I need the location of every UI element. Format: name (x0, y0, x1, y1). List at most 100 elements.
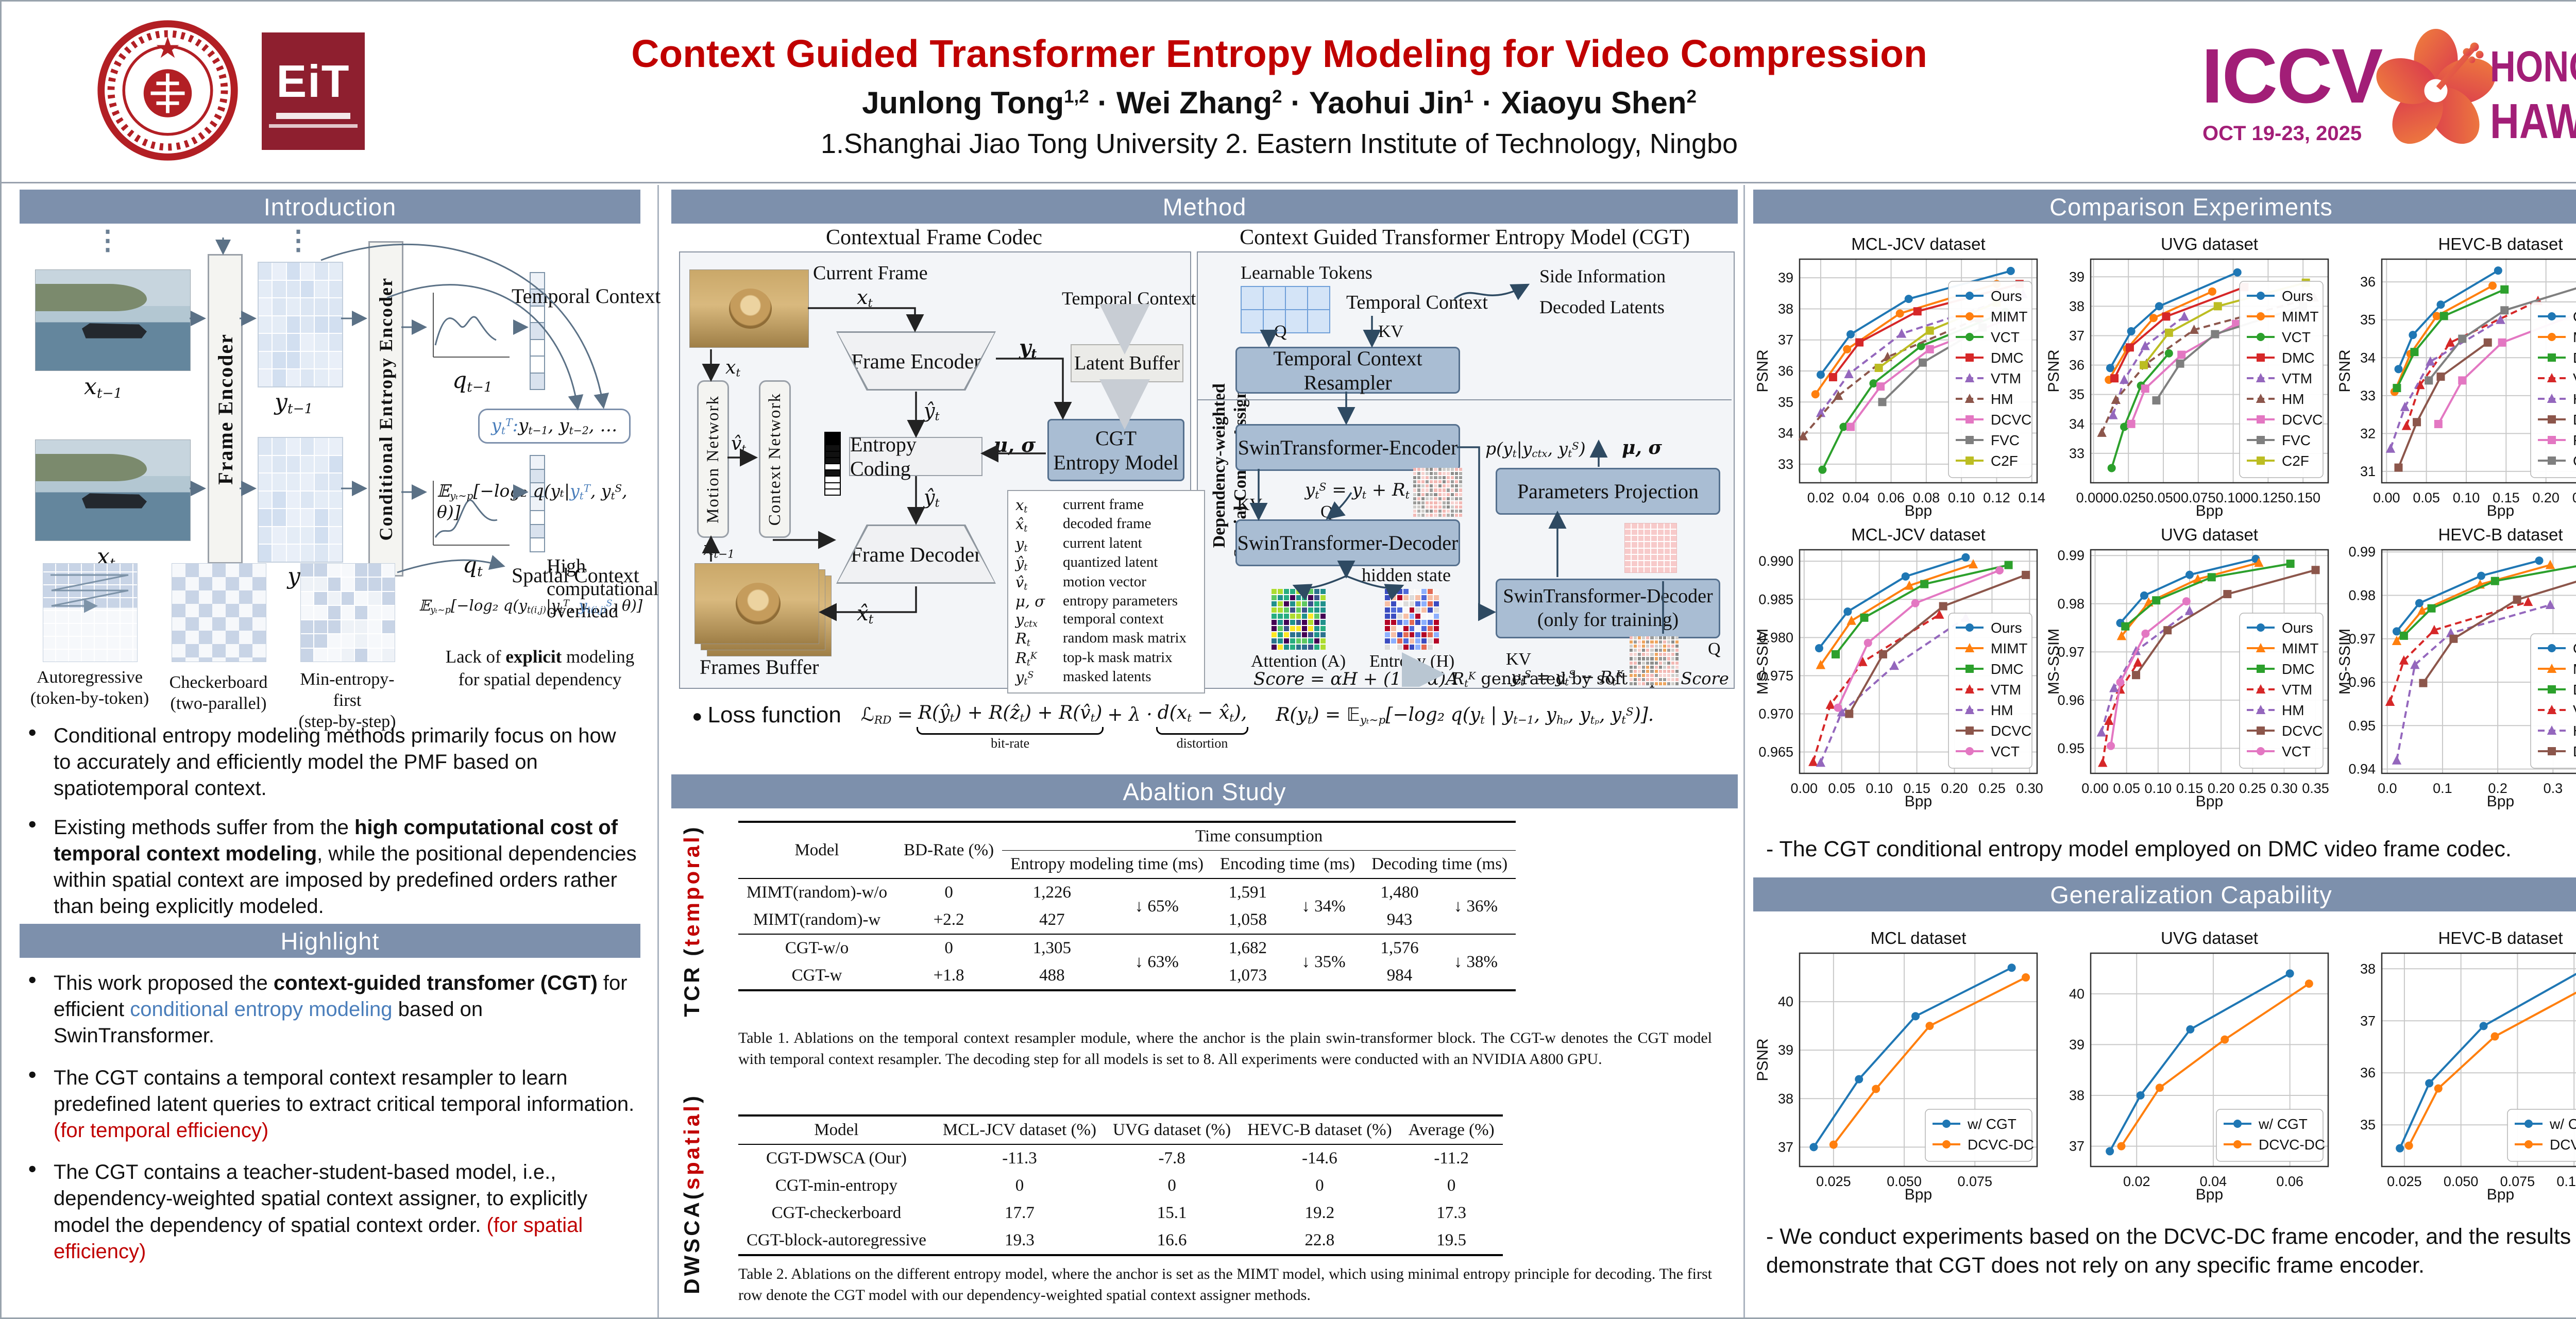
svg-text:VTM: VTM (2573, 702, 2576, 718)
svg-text:0.98: 0.98 (2057, 596, 2084, 612)
svg-text:39: 39 (2069, 1037, 2084, 1052)
svg-text:0.075: 0.075 (2181, 490, 2216, 505)
checkerboard-grid (172, 563, 266, 662)
svg-text:0.95: 0.95 (2348, 718, 2376, 733)
svg-text:35: 35 (2360, 1117, 2376, 1132)
eit-logo-cjk-bar (276, 112, 350, 119)
cgt-panel-divider (1198, 399, 1732, 400)
svg-text:VTM: VTM (1991, 370, 2021, 386)
frame-image-x-t (35, 439, 191, 541)
svg-text:0.1: 0.1 (2433, 781, 2452, 796)
svg-text:Ours: Ours (2282, 620, 2313, 636)
distribution-plot-q-t-1 (433, 293, 510, 358)
quantized-bar-stack (530, 455, 545, 552)
svg-text:0.04: 0.04 (2200, 1174, 2227, 1189)
svg-text:MIMT: MIMT (2573, 329, 2576, 345)
svg-text:DCVC-DC: DCVC-DC (1968, 1137, 2034, 1153)
loss-function-row: ● Loss function ℒRD = R(ŷt) + R(ẑt) + R(… (692, 702, 1733, 751)
entropy-heatmap (1385, 589, 1439, 650)
svg-text:33: 33 (2069, 446, 2084, 461)
svg-text:0.10: 0.10 (2145, 781, 2172, 796)
swin-encoder-box: SwinTransformer-Encoder (1235, 424, 1460, 471)
svg-text:DCVC: DCVC (1991, 412, 2031, 428)
svg-text:0.0: 0.0 (2378, 781, 2397, 796)
temporal-context-resampler-box: Temporal Context Resampler (1235, 347, 1460, 394)
svg-text:Bpp: Bpp (1905, 1186, 1932, 1203)
chart-gen-hevc-b: 0.025 0.050 0.075 0.100 35 36 37 38 HEVC-B datas… (2336, 926, 2576, 1205)
poster-authors: Junlong Tong1,2 · Wei Zhang2 · Yaohui Ji… (862, 86, 1697, 120)
svg-text:34: 34 (1778, 426, 1793, 441)
svg-text:Bpp: Bpp (2196, 1186, 2223, 1203)
kv-label-1: KV (1378, 322, 1404, 341)
svg-text:Ours: Ours (2573, 640, 2576, 656)
svg-text:37: 37 (1778, 332, 1793, 348)
loss-bitrate-term: R(ŷt) + R(ẑt) + R(v̂t) bit-rate (916, 702, 1104, 751)
comparison-charts-row-1: 0.02 0.04 0.06 0.08 0.10 0.12 0.14 33 34 35 36 37 38… (1754, 232, 2576, 521)
svg-text:0.25: 0.25 (2239, 781, 2266, 796)
svg-text:VTM: VTM (2282, 370, 2312, 386)
learnable-tokens-grid (1241, 286, 1330, 333)
svg-text:MIMT: MIMT (2282, 309, 2319, 325)
svg-text:0.025: 0.025 (2111, 490, 2146, 505)
dwsca-side-label-table: DWSCA(spatial) (680, 1093, 704, 1294)
svg-text:0.02: 0.02 (2123, 1174, 2150, 1189)
svg-text:FVC: FVC (2573, 432, 2576, 448)
svg-text:VCT: VCT (1991, 743, 2020, 759)
svg-text:0.15: 0.15 (2176, 781, 2204, 796)
hidden-state-label: hidden state (1362, 565, 1451, 585)
frame-image-x-t-1 (35, 269, 191, 371)
topk-mask-thumbnail (1630, 636, 1679, 685)
codec-yhat-t-1: ŷt (924, 399, 940, 424)
table-row: CGT-checkerboard 17.7 15.1 19.2 17.3 (771, 1204, 1466, 1222)
codec-xhat-t: x̂t (857, 602, 874, 627)
codec-symbol-legend: xt current frame x̂t decoded frame yt current… (1007, 490, 1205, 694)
svg-text:0.15: 0.15 (2493, 490, 2520, 505)
bitrate-underbrace (916, 726, 1104, 735)
svg-text:0.96: 0.96 (2057, 692, 2084, 708)
eit-logo: EiT (262, 32, 365, 150)
svg-text:38: 38 (1778, 301, 1793, 316)
label-q-t-1: qt−1 (452, 367, 493, 395)
svg-text:0.970: 0.970 (1758, 706, 1793, 721)
svg-text:Bpp: Bpp (2487, 502, 2514, 519)
codec-yhat-t-2: ŷt (924, 486, 940, 510)
bitstream-barcode (824, 432, 841, 496)
grid-caption-checkerboard: Checkerboard (two-parallel) (169, 673, 268, 713)
distortion-underbrace-label: distortion (1176, 735, 1228, 751)
svg-text:UVG dataset: UVG dataset (2161, 525, 2258, 544)
loss-function-label: Loss function (707, 702, 841, 728)
svg-text:36: 36 (2069, 358, 2084, 373)
svg-text:0.30: 0.30 (2270, 781, 2298, 796)
svg-text:PSNR: PSNR (2336, 349, 2353, 392)
generalization-charts-row: 0.025 0.050 0.075 37 38 39 40 MCL dataset Bpp PSN… (1754, 926, 2576, 1205)
chart-hevc-b-msssim: 0.00.10.20.30.40.940.950.960.970.980.99H… (2336, 523, 2576, 811)
svg-text:0.975: 0.975 (1758, 668, 1793, 683)
svg-text:0.025: 0.025 (1816, 1174, 1851, 1189)
svg-text:C2F: C2F (1991, 453, 2018, 469)
svg-text:DCVC: DCVC (2573, 412, 2576, 428)
svg-text:0.050: 0.050 (1887, 1174, 1922, 1189)
svg-text:34: 34 (2069, 416, 2084, 432)
svg-text:MCL-JCV dataset: MCL-JCV dataset (1851, 234, 1985, 253)
svg-text:HM: HM (1991, 702, 2013, 718)
svg-text:0.00: 0.00 (2373, 490, 2400, 505)
bitrate-underbrace-label: bit-rate (991, 735, 1030, 751)
svg-text:0.30: 0.30 (2016, 781, 2043, 796)
pink-latent-grid (1624, 523, 1677, 573)
table-2-caption: Table 2. Ablations on the different entr… (738, 1265, 1712, 1304)
chart-mcl-jcv-psnr: 0.02 0.04 0.06 0.08 0.10 0.12 0.14 33 34 35 36 37 38… (1754, 232, 2045, 521)
svg-text:VCT: VCT (2282, 329, 2311, 345)
table-row: MIMT(random)-w/o 0 1,226 ↓ 65% 1,591 ↓ 3… (747, 883, 1498, 916)
svg-text:PSNR: PSNR (1754, 1038, 1771, 1081)
intro-figure-arrows (190, 238, 609, 573)
svg-text:Bpp: Bpp (1905, 793, 1932, 810)
column-divider-2 (1743, 185, 1745, 1317)
comparison-charts-row-2: 0.00 0.05 0.10 0.15 0.20 0.25 0.30 0.965 0.970 0.… (1754, 523, 2576, 811)
iccv-state: HAWAII (2490, 94, 2576, 149)
label-y-t-1: yt−1 (275, 389, 313, 417)
svg-text:w/ CGT: w/ CGT (2549, 1116, 2576, 1132)
svg-text:38: 38 (2069, 298, 2084, 314)
table-1-group-mimt: MIMT(random)-w/o 0 1,226 ↓ 65% 1,591 ↓ 3… (738, 878, 1516, 934)
svg-text:VTM: VTM (1991, 682, 2021, 698)
table-row: MIMT(random)-w +2.2 427 1,058 943 (753, 910, 1413, 929)
